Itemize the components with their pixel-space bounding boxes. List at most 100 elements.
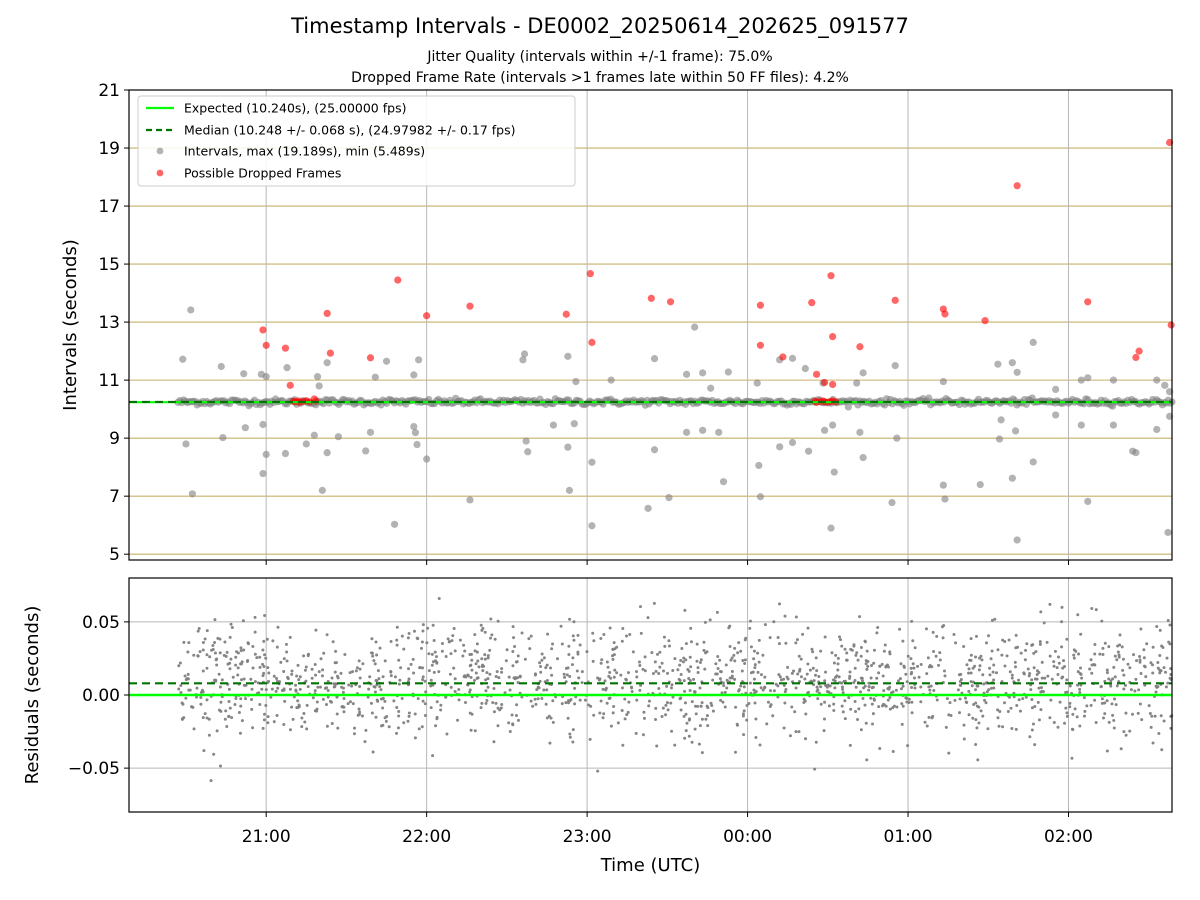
residual-point — [854, 685, 858, 689]
residual-point — [1061, 675, 1065, 679]
residual-point — [1103, 701, 1107, 705]
residual-point — [573, 686, 577, 690]
residual-point — [684, 712, 688, 716]
residual-point — [817, 674, 821, 678]
residual-point — [321, 697, 325, 701]
residual-point — [660, 714, 664, 718]
residual-point — [919, 685, 923, 689]
residual-point — [954, 641, 958, 645]
residual-point — [1019, 651, 1023, 655]
residual-point — [527, 637, 531, 641]
residual-point — [407, 711, 411, 715]
residual-point — [941, 636, 945, 640]
residual-point — [753, 663, 757, 667]
interval-point — [827, 524, 835, 532]
residual-point — [885, 663, 889, 667]
residual-point — [302, 654, 306, 658]
residual-point — [356, 713, 360, 717]
residual-point — [246, 659, 250, 663]
residual-point — [282, 670, 286, 674]
residual-point — [919, 700, 923, 704]
residual-point — [184, 696, 188, 700]
residual-point — [678, 663, 682, 667]
residual-point — [545, 663, 549, 667]
residual-point — [452, 666, 456, 670]
residual-point — [978, 664, 982, 668]
residual-point — [1162, 666, 1166, 670]
residual-point — [1038, 642, 1042, 646]
residual-point — [417, 727, 421, 731]
residual-point — [739, 649, 743, 653]
residual-point — [398, 678, 402, 682]
residual-point — [369, 701, 373, 705]
interval-point — [829, 421, 837, 429]
residual-point — [695, 642, 699, 646]
residual-point — [718, 658, 722, 662]
residual-point — [361, 662, 365, 666]
residual-point — [1055, 666, 1059, 670]
residual-point — [1133, 689, 1137, 693]
residual-point — [906, 654, 910, 658]
residual-point — [664, 713, 668, 717]
residual-point — [255, 656, 259, 660]
residual-point — [387, 725, 391, 729]
residual-point — [969, 653, 973, 657]
residual-point — [1035, 672, 1039, 676]
residual-point — [867, 685, 871, 689]
residual-point — [687, 676, 691, 680]
residual-point — [1003, 701, 1007, 705]
residual-point — [716, 666, 720, 670]
residual-point — [777, 642, 781, 646]
residual-point — [183, 674, 187, 678]
residual-point — [696, 666, 700, 670]
residual-point — [1014, 646, 1018, 650]
residual-point — [1124, 711, 1128, 715]
dropped-frame-point — [756, 301, 765, 309]
residual-point — [665, 684, 669, 688]
residual-point — [1112, 726, 1116, 730]
interval-point — [570, 420, 578, 428]
residual-point — [331, 640, 335, 644]
residual-point — [1124, 733, 1128, 737]
residual-point — [507, 675, 511, 679]
residual-point — [315, 700, 319, 704]
residual-point — [335, 674, 339, 678]
residual-point — [305, 727, 309, 731]
residual-point — [794, 641, 798, 645]
residual-point — [942, 669, 946, 673]
residual-point — [962, 645, 966, 649]
residual-point — [779, 678, 783, 682]
residual-point — [641, 733, 645, 737]
interval-point — [262, 450, 270, 458]
residual-point — [886, 698, 890, 702]
residual-point — [529, 634, 533, 638]
residual-point — [748, 626, 752, 630]
residual-point — [229, 622, 233, 626]
residual-point — [431, 754, 435, 758]
residual-point — [788, 734, 792, 738]
residual-point — [803, 677, 807, 681]
residual-point — [962, 723, 966, 727]
residual-point — [483, 657, 487, 661]
residual-point — [869, 676, 873, 680]
residual-point — [651, 671, 655, 675]
residual-point — [492, 687, 496, 691]
residual-point — [1065, 678, 1069, 682]
residual-point — [1028, 735, 1032, 739]
intervals-ytick-label-5: 15 — [98, 255, 120, 275]
interval-point — [323, 359, 331, 367]
residual-point — [411, 657, 415, 661]
residual-point — [735, 722, 739, 726]
dropped-frame-point — [812, 370, 821, 378]
residual-point — [1021, 697, 1025, 701]
residual-point — [284, 642, 288, 646]
residual-point — [239, 662, 243, 666]
residual-point — [875, 676, 879, 680]
residual-point — [463, 649, 467, 653]
residual-point — [745, 718, 749, 722]
residual-point — [698, 724, 702, 728]
residual-point — [602, 712, 606, 716]
interval-point — [187, 306, 195, 314]
residual-point — [406, 636, 410, 640]
residual-point — [368, 675, 372, 679]
